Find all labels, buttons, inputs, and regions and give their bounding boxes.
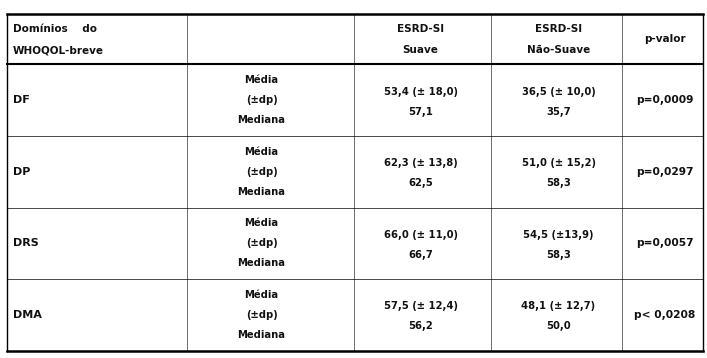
Text: Domínios    do: Domínios do	[13, 24, 97, 34]
Text: 35,7: 35,7	[547, 107, 571, 117]
Text: DRS: DRS	[13, 238, 38, 248]
Text: Não-Suave: Não-Suave	[527, 45, 590, 55]
Text: 57,5 (± 12,4): 57,5 (± 12,4)	[384, 301, 457, 311]
Text: 62,5: 62,5	[408, 178, 433, 188]
Text: Mediana: Mediana	[238, 330, 286, 340]
Text: 57,1: 57,1	[408, 107, 433, 117]
Text: 50,0: 50,0	[547, 321, 571, 332]
Text: 56,2: 56,2	[408, 321, 433, 332]
Text: ESRD-SI: ESRD-SI	[535, 24, 582, 34]
Text: Média: Média	[245, 218, 279, 228]
Text: ESRD-SI: ESRD-SI	[397, 24, 444, 34]
Text: p=0,0009: p=0,0009	[636, 95, 694, 105]
Text: 62,3 (± 13,8): 62,3 (± 13,8)	[384, 158, 457, 168]
Text: 58,3: 58,3	[546, 178, 571, 188]
Text: DP: DP	[13, 167, 30, 177]
Text: (±dp): (±dp)	[246, 167, 277, 177]
Text: WHOQOL-breve: WHOQOL-breve	[13, 45, 104, 55]
Text: Mediana: Mediana	[238, 258, 286, 268]
Text: Média: Média	[245, 75, 279, 85]
Text: 66,7: 66,7	[408, 250, 433, 260]
Text: (±dp): (±dp)	[246, 238, 277, 248]
Text: 54,5 (±13,9): 54,5 (±13,9)	[523, 230, 594, 240]
Text: 58,3: 58,3	[546, 250, 571, 260]
Text: Média: Média	[245, 290, 279, 300]
Text: Suave: Suave	[403, 45, 438, 55]
Text: (±dp): (±dp)	[246, 310, 277, 320]
Text: Mediana: Mediana	[238, 115, 286, 125]
Text: 48,1 (± 12,7): 48,1 (± 12,7)	[522, 301, 595, 311]
Text: p=0,0057: p=0,0057	[636, 238, 694, 248]
Text: DF: DF	[13, 95, 30, 105]
Text: 51,0 (± 15,2): 51,0 (± 15,2)	[522, 158, 595, 168]
Text: Mediana: Mediana	[238, 187, 286, 197]
Text: p=0,0297: p=0,0297	[636, 167, 694, 177]
Text: p< 0,0208: p< 0,0208	[634, 310, 695, 320]
Text: DMA: DMA	[13, 310, 42, 320]
Text: 36,5 (± 10,0): 36,5 (± 10,0)	[522, 87, 595, 97]
Text: (±dp): (±dp)	[246, 95, 277, 105]
Text: Média: Média	[245, 147, 279, 157]
Text: 66,0 (± 11,0): 66,0 (± 11,0)	[384, 230, 457, 240]
Text: p-valor: p-valor	[644, 34, 685, 44]
Text: 53,4 (± 18,0): 53,4 (± 18,0)	[384, 87, 457, 97]
